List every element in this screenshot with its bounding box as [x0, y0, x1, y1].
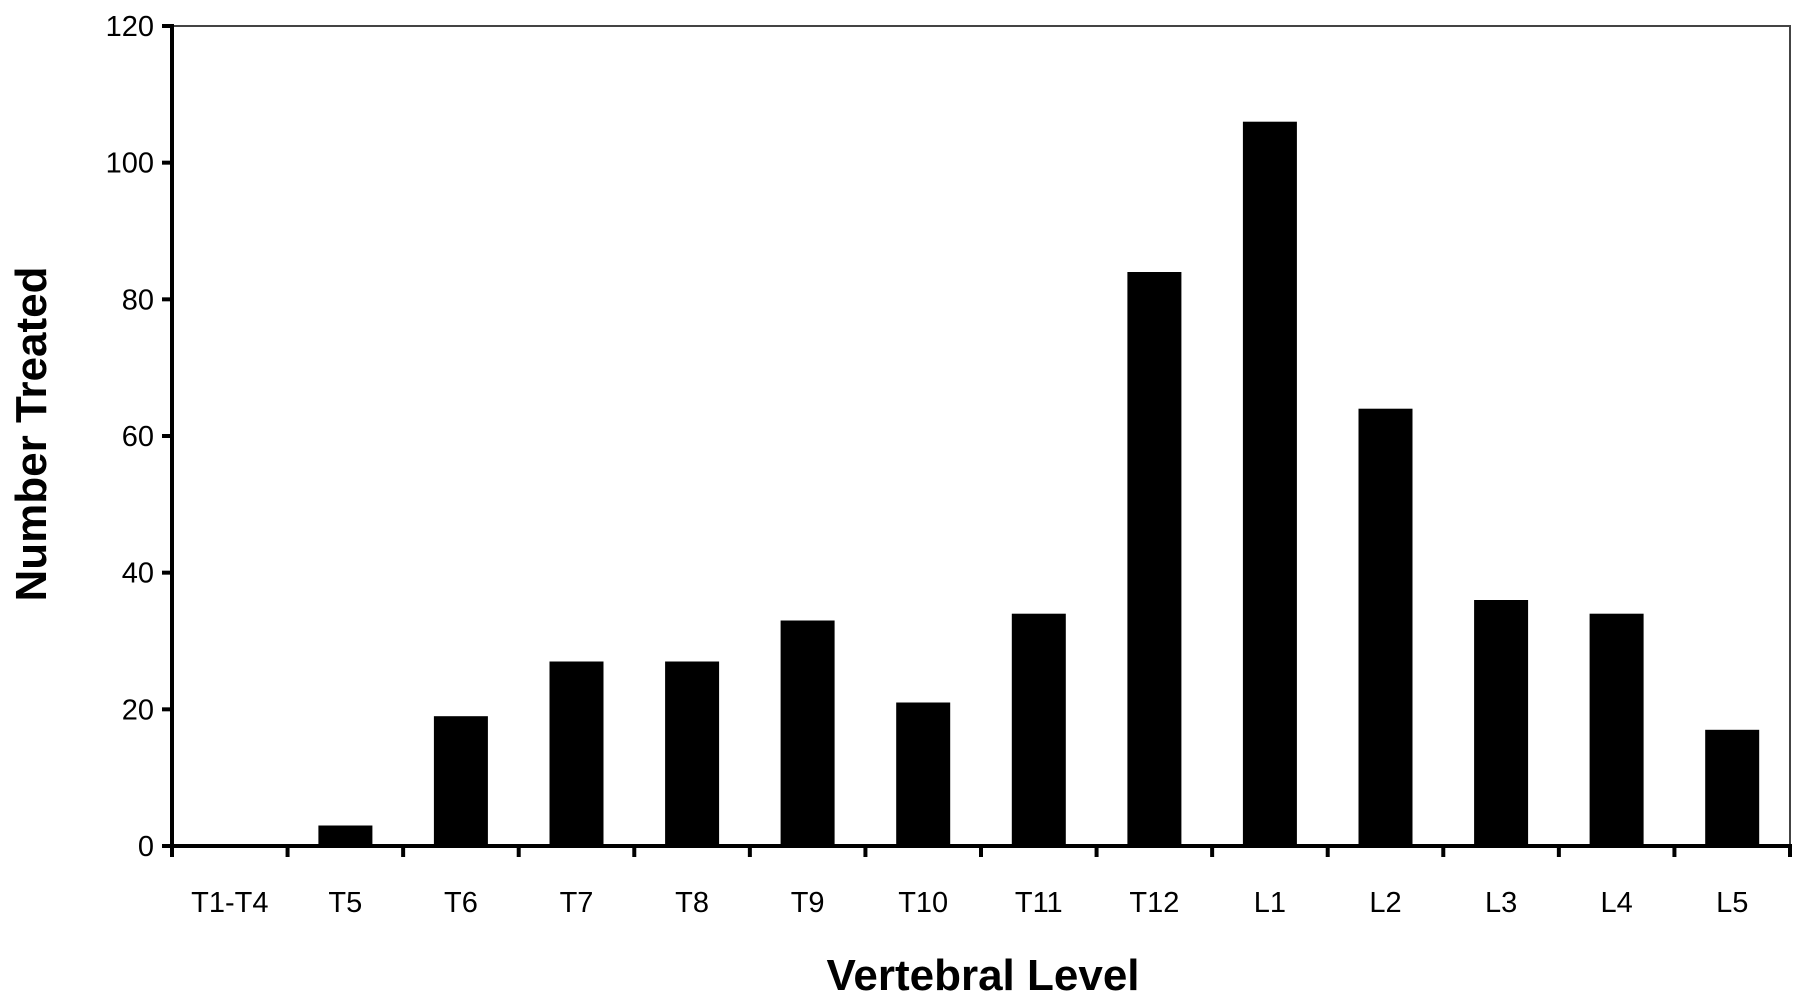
y-axis-title: Number Treated	[7, 267, 56, 602]
x-tick-label: T7	[560, 887, 594, 919]
y-tick-label: 40	[122, 558, 154, 590]
y-tick-label: 20	[122, 694, 154, 726]
bar-l2	[1358, 408, 1413, 846]
bar-l4	[1589, 613, 1644, 846]
bar-l5	[1705, 729, 1760, 846]
x-tick-label: L5	[1716, 887, 1748, 919]
x-tick-label: T1-T4	[191, 887, 268, 919]
y-tick-label: 120	[106, 11, 154, 43]
bar-t7	[549, 661, 604, 846]
x-tick-label: T6	[444, 887, 478, 919]
bar-t5	[318, 825, 373, 846]
bar-t8	[665, 661, 720, 846]
bar-t10	[896, 702, 951, 846]
x-tick-label: L4	[1601, 887, 1633, 919]
x-tick-label: T11	[1015, 887, 1063, 919]
x-tick-label: L2	[1369, 887, 1401, 919]
x-tick-label: T8	[675, 887, 709, 919]
bar-l1	[1242, 121, 1297, 846]
x-tick-label: T9	[791, 887, 825, 919]
bar-t6	[433, 716, 488, 846]
x-ticks-group: T1-T4 T5 T6 T7 T8 T9 T10 T11 T12 L1 L2 L3 L4 L5	[170, 846, 1792, 919]
x-tick-label: T12	[1129, 887, 1179, 919]
bar-t9	[780, 620, 835, 846]
x-tick-label: T10	[898, 887, 948, 919]
x-tick-label: T5	[328, 887, 362, 919]
x-tick-label: L3	[1485, 887, 1517, 919]
bars-group	[318, 121, 1760, 846]
bar-t12	[1127, 272, 1182, 846]
y-tick-label: 80	[122, 284, 154, 316]
y-tick-label: 60	[122, 421, 154, 453]
bar-l3	[1474, 600, 1529, 846]
y-tick-label: 0	[138, 831, 154, 863]
x-axis-title: Vertebral Level	[826, 951, 1139, 998]
bar-t11	[1011, 613, 1066, 846]
y-tick-label: 100	[106, 148, 154, 180]
x-tick-label: L1	[1254, 887, 1286, 919]
y-ticks-group: 0 20 40 60 80 100 120	[106, 11, 172, 863]
